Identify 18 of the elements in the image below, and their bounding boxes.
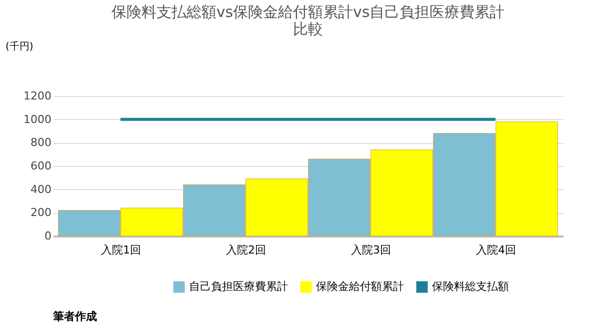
legend-label: 保険金給付額累計 [316,280,404,293]
legend-label: 保険料総支払額 [432,280,509,293]
y-tick-label: 1200 [24,90,52,102]
y-tick-label: 400 [30,182,52,196]
text: 筆者作成 [52,310,97,323]
y-tick-label: 200 [30,206,52,220]
y-axis-title: (千円) [6,40,34,52]
text: 保険料支払総額vs保険金給付額累計vs自己負担医療費累計 [111,3,505,21]
legend-label: 自己負担医療費累計 [189,280,288,293]
y-tick-label: 0 [44,230,52,242]
y-tick-label: 600 [30,160,52,172]
text: 比較 [293,20,323,38]
x-tick-label: 入院2回 [226,244,266,256]
x-tick-label: 入院1回 [101,244,141,256]
y-tick-label: 1000 [24,112,52,126]
y-tick-label: 800 [30,136,52,150]
x-tick-label: 入院4回 [476,244,516,256]
x-tick-label: 入院3回 [351,244,391,256]
